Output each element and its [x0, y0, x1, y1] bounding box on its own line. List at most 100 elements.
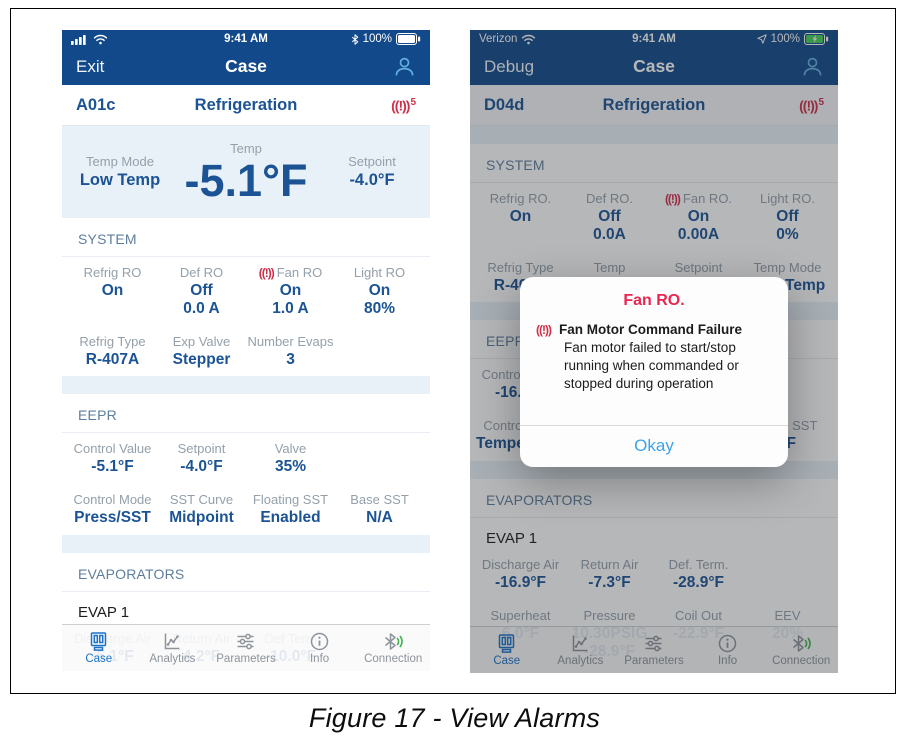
stat-label: Temp Mode	[753, 259, 822, 275]
evap1-title: EVAP 1	[486, 530, 538, 548]
stat-value: 35%	[274, 458, 307, 476]
stat-cell: ((!)) Fan RO. On 0.00A	[654, 191, 743, 244]
alarm-count-badge[interactable]: ((!))5	[799, 97, 824, 114]
stat-label: Superheat	[490, 607, 551, 623]
nav-title: Case	[633, 56, 675, 76]
stat-label: EEV	[774, 607, 801, 623]
alarm-icon: ((!))	[391, 97, 410, 114]
stat-value: Off	[190, 282, 213, 299]
stat-cell: Light RO. Off 0%	[743, 191, 832, 244]
case-icon	[91, 632, 107, 651]
temp-label: Temp	[230, 140, 262, 156]
okay-button[interactable]: Okay	[520, 424, 788, 467]
figure-frame: 9:41 AM 100% Exit Case A01c Refrigeratio…	[10, 8, 896, 694]
stat-label: Refrig Type	[79, 333, 146, 349]
stat-cell: Def RO Off 0.0 A	[157, 265, 246, 318]
stat-cell: Def RO. Off 0.0A	[565, 191, 654, 244]
stat-label: Coil Out	[675, 607, 722, 623]
tab-case[interactable]: Case	[62, 625, 136, 671]
tab-label: Case	[493, 655, 521, 667]
status-time: 9:41 AM	[224, 33, 268, 45]
tab-parameters[interactable]: Parameters	[209, 625, 283, 671]
tab-info[interactable]: Info	[283, 625, 357, 671]
tab-case[interactable]: Case	[470, 627, 544, 673]
tab-connection[interactable]: Connection	[356, 625, 430, 671]
stat-value: -7.3°F	[588, 574, 631, 592]
tab-info[interactable]: Info	[691, 627, 765, 673]
stat-label: Refrig Type	[487, 259, 554, 275]
stat-label: Temp	[593, 259, 626, 275]
alarm-count-badge[interactable]: ((!))5	[391, 97, 416, 114]
stat-value: 3	[286, 350, 295, 368]
case-id: A01c	[76, 95, 116, 114]
stat-label: SST Curve	[169, 492, 234, 508]
stat-cell: Refrig Type R-407A	[68, 334, 157, 369]
stat-label: Refrig RO.	[489, 191, 552, 206]
stat-label: Control Value	[73, 441, 152, 457]
nav-bar: Debug Case	[470, 48, 838, 85]
stat-cell: ((!)) Fan RO On 1.0 A	[246, 265, 335, 318]
section-title: SYSTEM	[470, 144, 838, 183]
wifi-icon	[93, 34, 108, 44]
nav-title: Case	[225, 56, 267, 76]
tab-analytics[interactable]: Analytics	[136, 625, 210, 671]
stat-label: Exp Valve	[172, 333, 231, 349]
case-subheader: A01c Refrigeration ((!))5	[62, 85, 430, 126]
stat-label: Discharge Air	[481, 557, 560, 573]
stat-cell: Exp Valve Stepper	[157, 334, 246, 369]
section-title: SYSTEM	[62, 218, 430, 257]
wifi-icon	[522, 34, 536, 44]
case-type: Refrigeration	[602, 95, 706, 114]
stat-subvalue: 0.0A	[593, 225, 626, 243]
stat-value: Off	[598, 208, 621, 225]
stat-cell: Number Evaps 3	[246, 334, 335, 369]
profile-icon[interactable]	[801, 55, 824, 78]
stat-value: On	[509, 208, 532, 225]
tab-analytics[interactable]: Analytics	[544, 627, 618, 673]
stat-label: Control Mode	[73, 492, 152, 508]
debug-button[interactable]: Debug	[484, 56, 535, 76]
stat-value: -16.9°F	[495, 574, 546, 592]
stat-value: -5.1°F	[91, 458, 134, 476]
stat-label: Valve	[274, 441, 307, 457]
bluetooth-status-icon	[351, 33, 358, 45]
parameters-icon	[237, 633, 254, 650]
fan-ro-alert-dialog: Fan RO. ((!)) Fan Motor Command Failure …	[520, 277, 788, 467]
stat-cell: SST Curve Midpoint	[157, 492, 246, 527]
stat-label: ((!)) Fan RO.	[664, 191, 733, 206]
stat-cell: Refrig RO On	[68, 265, 157, 318]
carrier-label: Verizon	[479, 33, 518, 45]
stat-row: Control Mode Press/SST SST Curve Midpoint Fl…	[62, 484, 430, 535]
tab-connection[interactable]: Connection	[764, 627, 838, 673]
stat-value: Press/SST	[74, 509, 151, 527]
stat-cell: Discharge Air -16.9°F	[476, 557, 565, 592]
stat-value: Off	[776, 208, 799, 225]
stat-value: Enabled	[260, 509, 321, 527]
stat-cell: Def. Term. -28.9°F	[654, 557, 743, 592]
tab-parameters[interactable]: Parameters	[617, 627, 691, 673]
battery-charging-icon	[804, 33, 829, 45]
stat-value: On	[368, 282, 391, 299]
stat-cell: Control Mode Press/SST	[68, 492, 157, 527]
status-bar: Verizon 9:41 AM 100%	[470, 30, 838, 48]
info-icon	[718, 634, 737, 653]
stat-cell: Control Value -5.1°F	[68, 441, 157, 476]
parameters-icon	[645, 635, 662, 652]
tab-label: Connection	[772, 655, 831, 667]
tab-label: Analytics	[149, 653, 196, 665]
stat-label: Return Air	[580, 557, 639, 573]
status-time: 9:41 AM	[632, 33, 676, 45]
eepr-section: EEPR Control Value -5.1°F Setpoint -4.0°F Va…	[62, 394, 430, 536]
analytics-icon	[572, 635, 588, 652]
stat-cell: Valve 35%	[246, 441, 335, 476]
system-section: SYSTEM Refrig RO. On Def RO. Off 0.0A ((!)) Fa…	[470, 144, 838, 303]
stat-subvalue: 80%	[363, 299, 396, 317]
exit-button[interactable]: Exit	[76, 56, 105, 76]
stat-row: Refrig RO On Def RO Off 0.0 A ((!)) Fan RO On 1.…	[62, 257, 430, 326]
stat-label: Pressure	[583, 607, 636, 623]
left-phone-screenshot: 9:41 AM 100% Exit Case A01c Refrigeratio…	[62, 30, 430, 671]
stat-label: Def RO.	[586, 191, 633, 206]
alert-body-text: Fan motor failed to start/stop running w…	[564, 340, 739, 391]
profile-icon[interactable]	[393, 55, 416, 78]
